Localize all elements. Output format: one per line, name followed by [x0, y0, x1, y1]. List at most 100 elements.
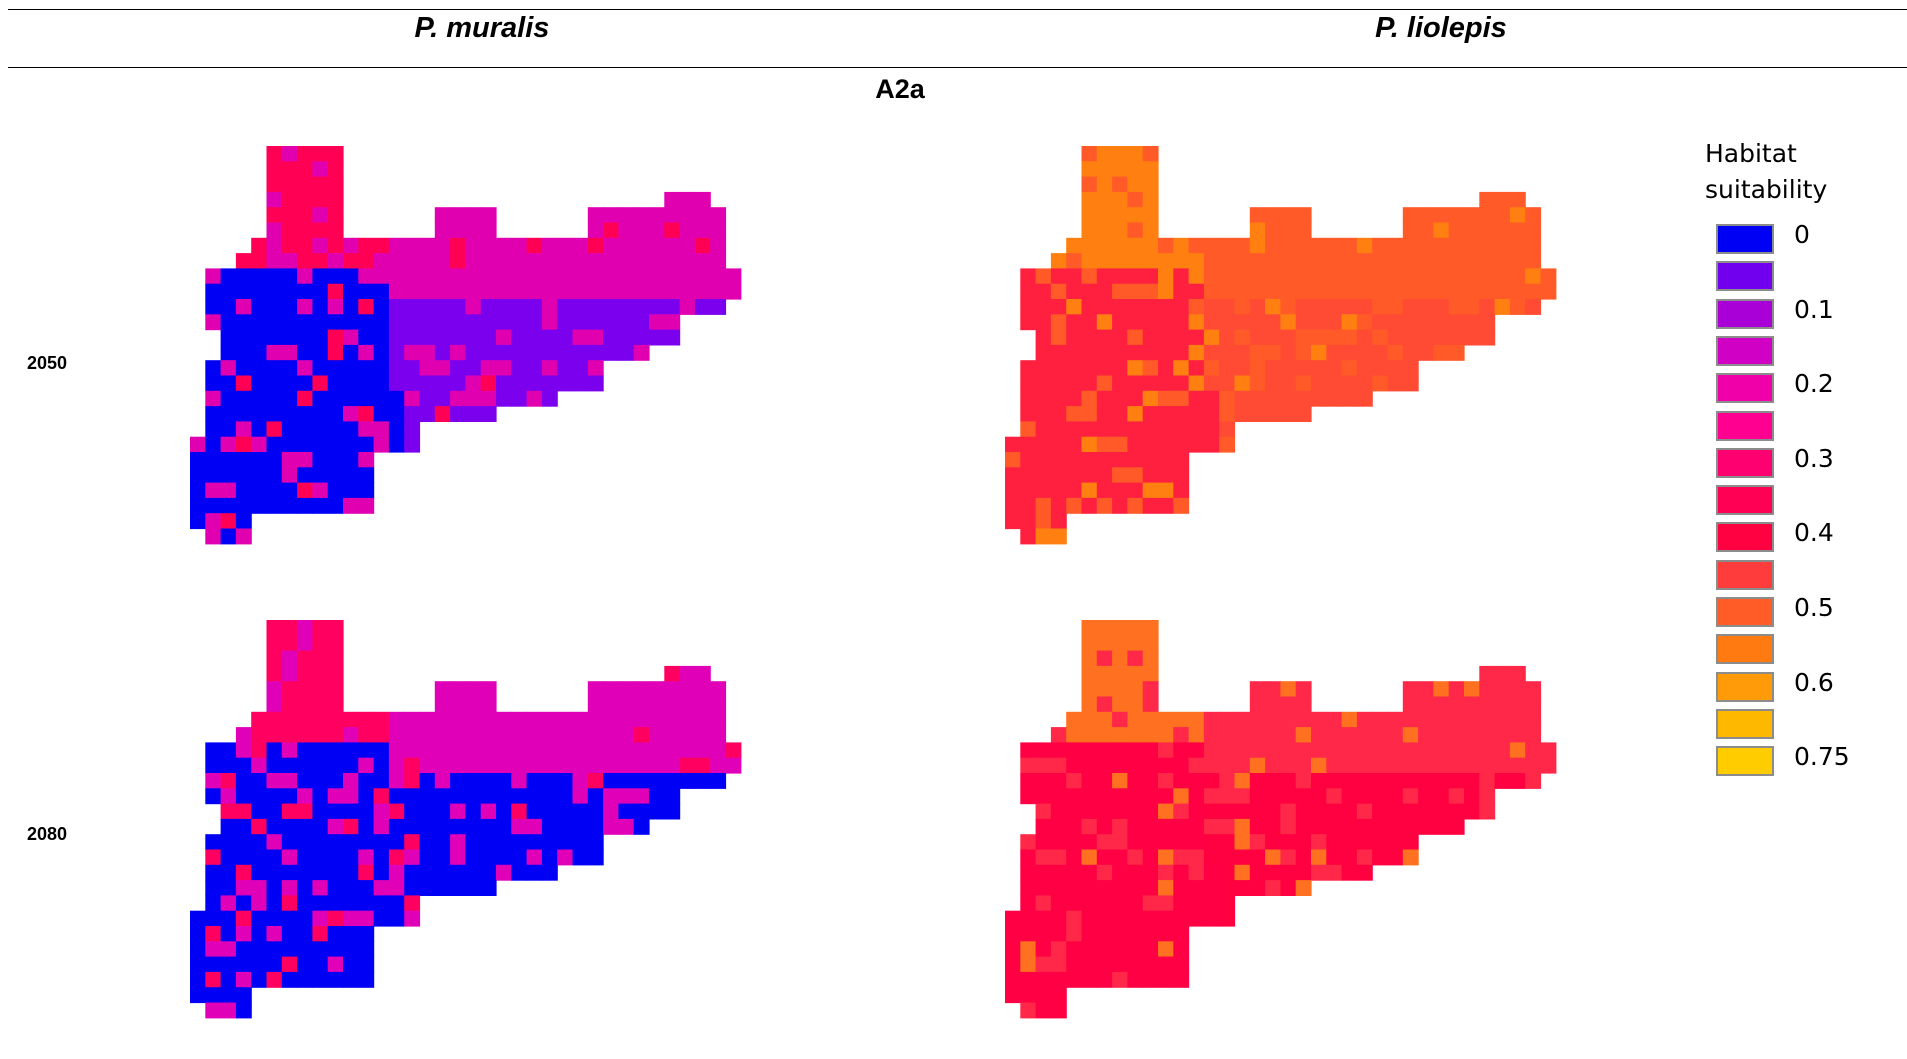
map-cell [1112, 665, 1128, 682]
map-cell [1112, 864, 1128, 881]
top-rule [8, 9, 1907, 10]
map-cell [373, 390, 390, 407]
map-cell [480, 360, 497, 377]
map-cell [251, 773, 268, 789]
map-cell [633, 818, 650, 835]
map-cell [1158, 452, 1174, 468]
map-cell [1005, 971, 1021, 988]
map-cell [633, 344, 650, 361]
map-cell [1127, 222, 1144, 239]
map-cell [1402, 711, 1419, 728]
map-liolepis-2080 [1005, 620, 1557, 1019]
map-cell [297, 268, 313, 285]
map-cell [281, 665, 298, 682]
map-cell [1142, 360, 1159, 377]
map-cell [1249, 222, 1266, 239]
map-cell [1158, 283, 1174, 300]
map-cell [1479, 773, 1496, 789]
map-cell [1418, 727, 1434, 743]
map-cell [312, 788, 329, 805]
legend-label: 0.6 [1794, 667, 1834, 697]
map-cell [1020, 360, 1037, 377]
map-cell [1188, 727, 1205, 743]
map-cell [327, 941, 344, 958]
map-cell [1081, 344, 1098, 361]
map-cell [450, 329, 466, 346]
map-cell [220, 1002, 237, 1019]
map-cell [496, 773, 512, 789]
map-cell [1066, 436, 1083, 453]
map-cell [633, 742, 650, 759]
map-cell [1081, 329, 1098, 346]
map-cell [312, 727, 329, 743]
map-cell [1188, 773, 1205, 789]
map-cell [1112, 314, 1128, 331]
map-cell [1081, 742, 1098, 759]
map-cell [1142, 482, 1159, 499]
map-cell [1020, 436, 1037, 453]
map-cell [1127, 665, 1144, 682]
map-cell [1142, 635, 1159, 652]
map-cell [1402, 803, 1419, 820]
map-cell [1387, 375, 1404, 392]
map-cell [1280, 696, 1297, 713]
map-cell [526, 711, 543, 728]
map-cell [618, 207, 635, 224]
map-cell [404, 849, 421, 866]
map-cell [1096, 971, 1113, 988]
map-cell [297, 956, 313, 973]
map-cell [1418, 681, 1434, 698]
map-cell [1112, 941, 1128, 958]
map-cell [1050, 390, 1067, 407]
map-cell [541, 803, 558, 820]
map-cell [297, 452, 313, 468]
map-cell [496, 788, 512, 805]
map-cell [1525, 283, 1542, 300]
map-cell [1035, 329, 1052, 346]
map-cell [1142, 222, 1159, 239]
map-cell [327, 773, 344, 789]
map-cell [281, 191, 298, 208]
map-cell [1387, 283, 1404, 300]
map-cell [1158, 390, 1174, 407]
map-cell [1020, 1002, 1037, 1019]
map-cell [388, 436, 405, 453]
map-cell [1066, 788, 1083, 805]
map-cell [251, 390, 268, 407]
map-cell [557, 818, 574, 835]
map-cell [633, 314, 650, 331]
map-cell [1081, 620, 1098, 636]
map-cell [1311, 849, 1327, 866]
map-cell [434, 207, 451, 224]
map-cell [266, 146, 283, 162]
map-cell [281, 742, 298, 759]
map-cell [327, 344, 344, 361]
map-cell [419, 711, 436, 728]
map-cell [205, 1002, 222, 1019]
map-cell [312, 971, 329, 988]
map-cell [1372, 299, 1389, 315]
map-cell [1540, 757, 1557, 774]
map-cell [1173, 773, 1190, 789]
map-cell [1127, 390, 1144, 407]
map-cell [1188, 436, 1205, 453]
map-cell [1158, 727, 1174, 743]
map-cell [511, 360, 528, 377]
map-cell [1112, 497, 1128, 514]
map-cell [480, 222, 497, 239]
map-cell [1112, 895, 1128, 912]
map-cell [1005, 956, 1021, 973]
map-cell [1326, 834, 1343, 851]
map-cell [1433, 253, 1450, 269]
map-cell [434, 803, 451, 820]
map-cell [1372, 237, 1389, 254]
map-cell [358, 268, 375, 285]
map-cell [465, 390, 482, 407]
map-cell [1219, 283, 1236, 300]
map-cell [327, 161, 344, 178]
map-cell [1173, 864, 1190, 881]
map-cell [1203, 757, 1220, 774]
map-cell [1203, 864, 1220, 881]
map-cell [1035, 452, 1052, 468]
map-cell [1096, 635, 1113, 652]
